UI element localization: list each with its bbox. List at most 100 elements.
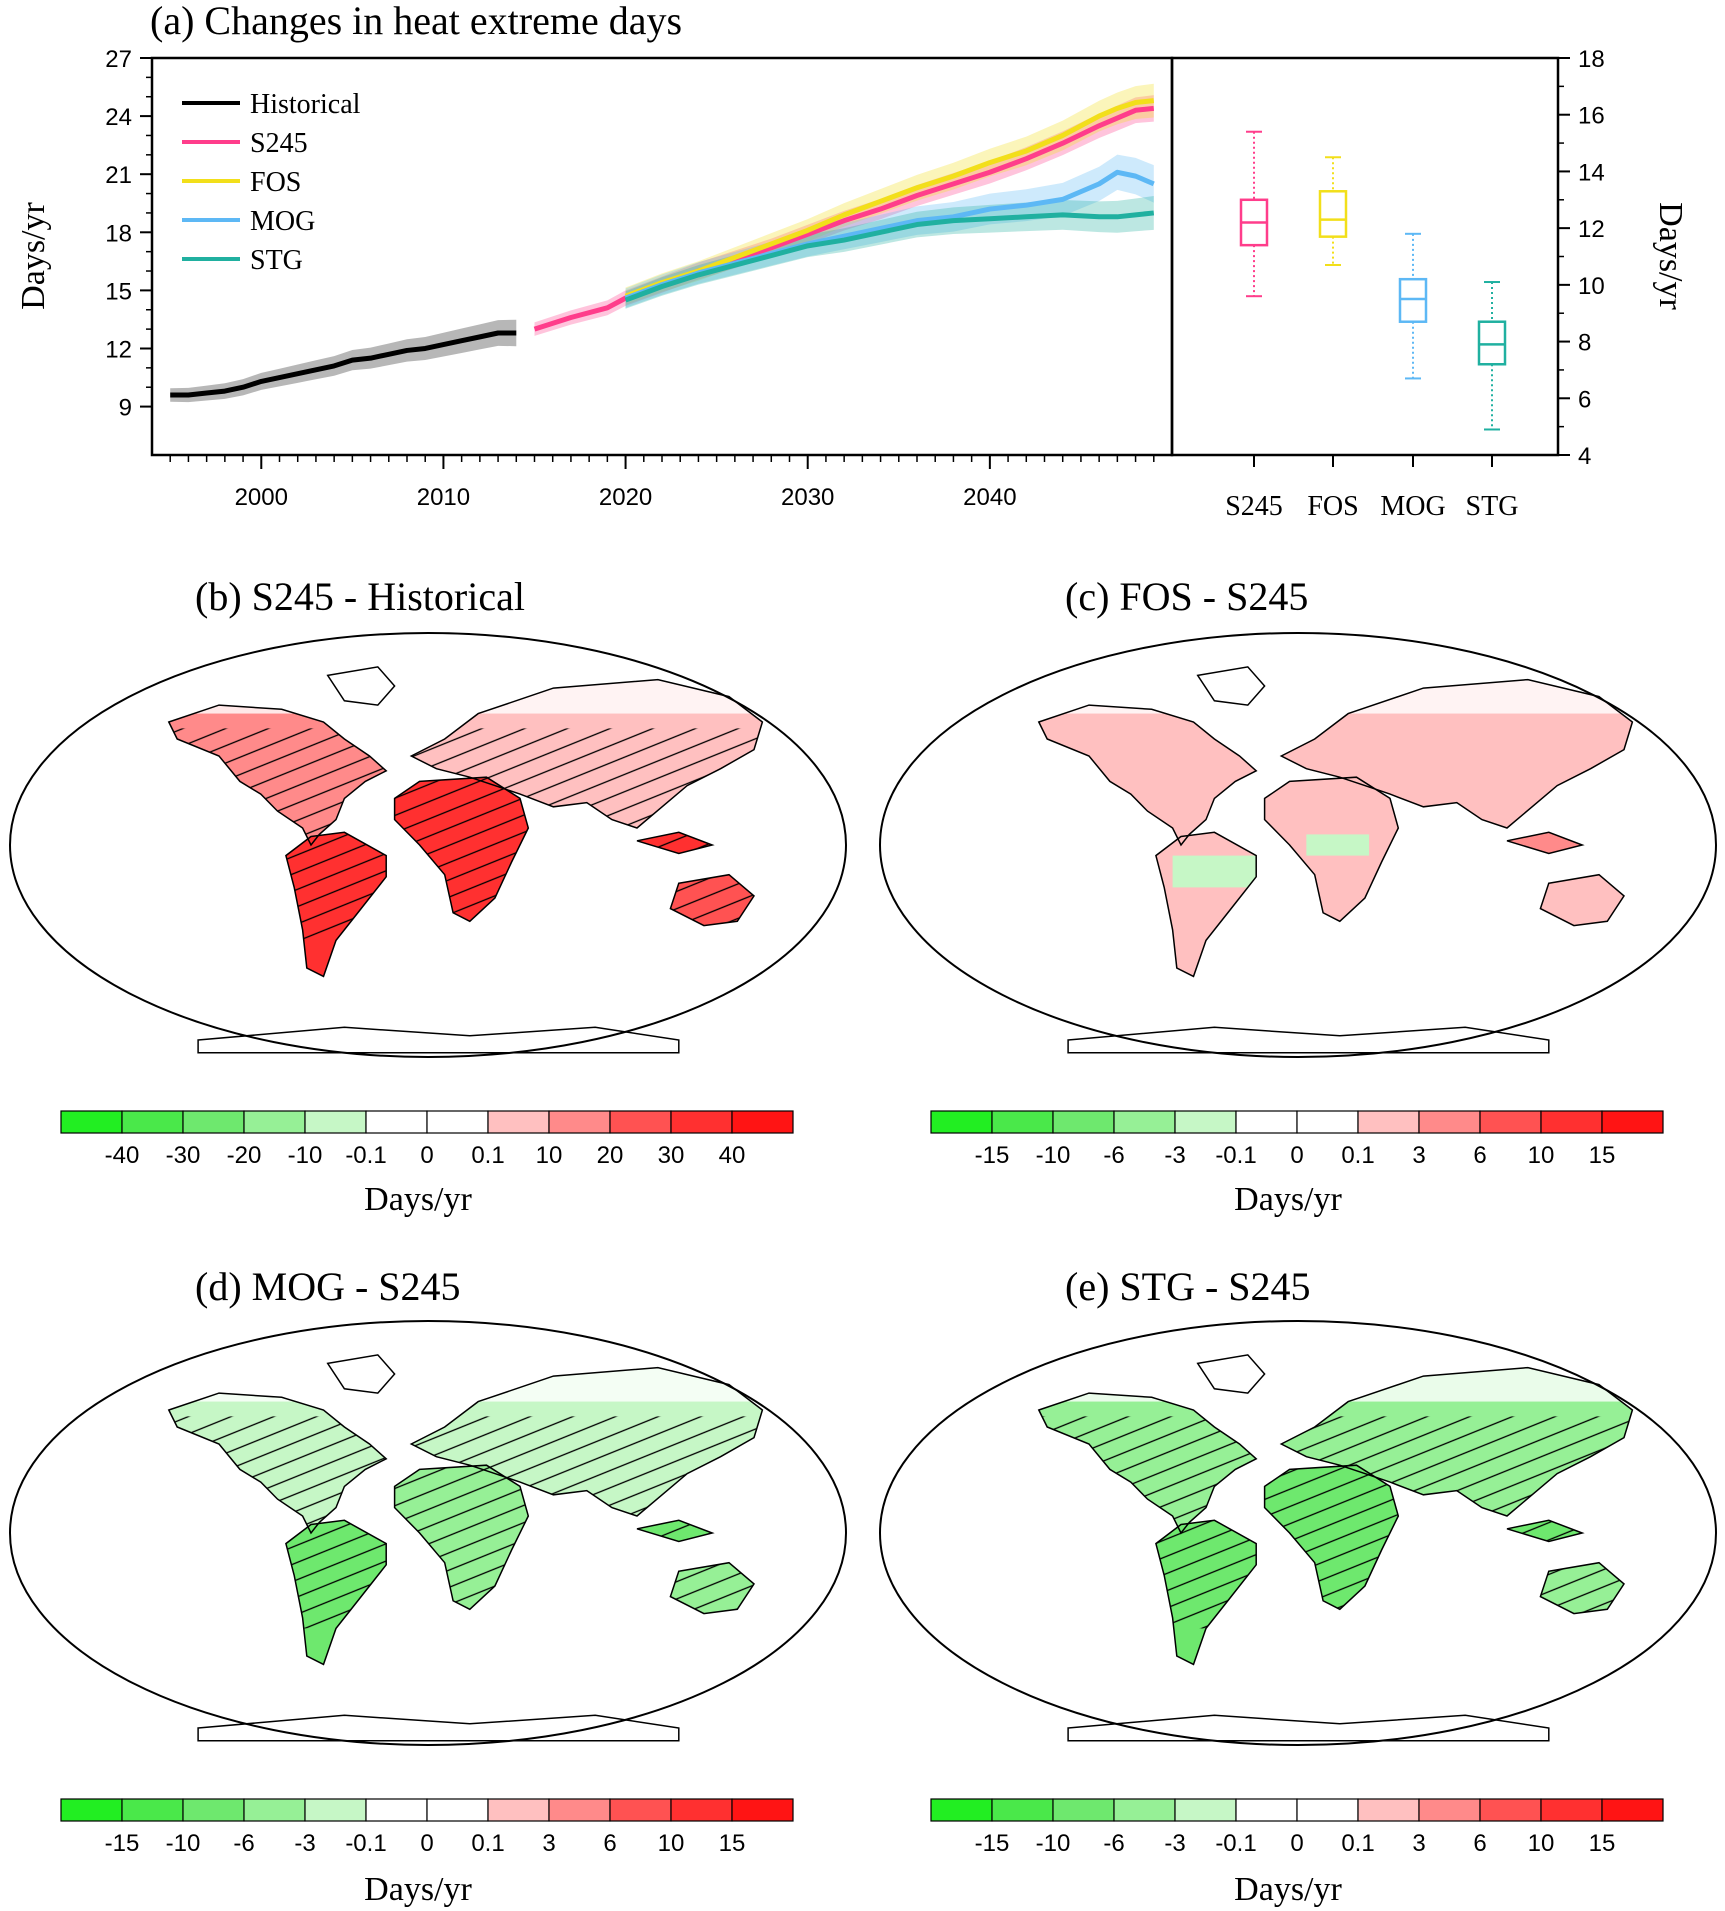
- y-tick-label: 9: [119, 395, 132, 422]
- colorbar-swatch: [365, 1110, 428, 1134]
- colorbar-swatch: [243, 1798, 306, 1822]
- box-y-tick-label: 14: [1578, 159, 1605, 186]
- colorbar-label: -15: [975, 1830, 1010, 1857]
- coastline-gl: [326, 666, 396, 706]
- high-lat-mask: [168, 1354, 763, 1402]
- region-an: [198, 1027, 679, 1053]
- coastline-af: [1263, 1464, 1400, 1611]
- coastline-an: [197, 1714, 680, 1742]
- region-eu: [1281, 679, 1633, 828]
- colorbar-label: 15: [719, 1830, 746, 1857]
- colorbar-swatch: [1174, 1110, 1237, 1134]
- significance-hatching: [168, 1416, 763, 1629]
- coastline-an: [1067, 1714, 1550, 1742]
- significance-hatching: [168, 728, 763, 941]
- box-y-tick-label: 10: [1578, 273, 1605, 300]
- colorbar-swatch: [930, 1110, 993, 1134]
- colorbar-swatch: [487, 1798, 550, 1822]
- panel-a-timeseries: 9 12 15 18 21 24 27 2000 2010 2020 2030 2040 Days/yr…: [15, 46, 1174, 511]
- coastline-sa: [1155, 831, 1257, 978]
- high-lat-mask: [1038, 1354, 1633, 1402]
- colorbar-label: 10: [536, 1142, 563, 1169]
- colorbar-label: -10: [1036, 1830, 1071, 1857]
- colorbar-label: 10: [658, 1830, 685, 1857]
- colorbar-label: 15: [1589, 1142, 1616, 1169]
- colorbar-label: -40: [105, 1142, 140, 1169]
- colorbar-swatch: [991, 1798, 1054, 1822]
- colorbar-swatch: [60, 1110, 123, 1134]
- colorbar-label: -15: [105, 1830, 140, 1857]
- colorbar-swatch: [487, 1110, 550, 1134]
- coastline-eu: [409, 678, 764, 829]
- coastline-id: [1506, 1519, 1585, 1543]
- map-fill: [168, 666, 763, 1053]
- x-tick-label: 2030: [781, 484, 834, 511]
- box-y-tick-label: 6: [1578, 386, 1591, 413]
- colorbar-swatch: [670, 1110, 733, 1134]
- box-y-axis-label: Days/yr: [1652, 202, 1689, 310]
- coastline-id: [636, 831, 715, 855]
- colorbar-swatch: [426, 1110, 489, 1134]
- map-fill: [1038, 1354, 1633, 1741]
- band-stg: [625, 196, 1154, 309]
- x-tick-label: 2040: [963, 484, 1016, 511]
- coastline-au: [669, 873, 755, 927]
- panel-c-title: (c) FOS - S245: [1065, 574, 1308, 619]
- colorbar-label: -20: [227, 1142, 262, 1169]
- series-line-stg: [624, 210, 1155, 303]
- panel-d-colorbar-unit: Days/yr: [364, 1871, 472, 1908]
- colorbar-label: -10: [1036, 1142, 1071, 1169]
- colorbar-label: 0.1: [1341, 1142, 1374, 1169]
- coastline-eu: [1279, 1366, 1634, 1517]
- colorbar-swatch: [182, 1110, 245, 1134]
- region-sa: [1155, 832, 1257, 977]
- colorbar-label: -0.1: [1215, 1142, 1256, 1169]
- coastline-au: [1539, 873, 1625, 927]
- colorbar-swatch: [304, 1798, 367, 1822]
- colorbar-swatch: [548, 1798, 611, 1822]
- coastline-au: [1539, 1561, 1625, 1615]
- region-an: [1068, 1715, 1549, 1741]
- panel-a-boxplot: 4 6 8 10 12 14 16 18 Days/yr S245 FOS MOG STG: [1170, 46, 1689, 522]
- map-border: [9, 1320, 847, 1746]
- coastline-au: [669, 1561, 755, 1615]
- y-axis-label: Days/yr: [15, 202, 52, 310]
- colorbar-label: -3: [1164, 1142, 1185, 1169]
- region-na: [1038, 705, 1257, 845]
- colorbar-label: 0.1: [1341, 1830, 1374, 1857]
- colorbar-swatch: [1357, 1798, 1420, 1822]
- coastline-an: [1067, 1026, 1550, 1054]
- colorbar-swatch: [121, 1110, 184, 1134]
- coastline-id: [1506, 831, 1585, 855]
- colorbar-swatch: [1235, 1110, 1298, 1134]
- region-an: [198, 1715, 679, 1741]
- colorbar-swatch: [1235, 1798, 1298, 1822]
- coastline-na: [1037, 1392, 1258, 1535]
- box-axis-frame: [1170, 56, 1560, 457]
- colorbar-label: -6: [233, 1830, 254, 1857]
- colorbar-swatch: [930, 1798, 993, 1822]
- colorbar-label: 6: [1473, 1830, 1486, 1857]
- box-x-tick-label: STG: [1466, 491, 1519, 522]
- panel-d-map: [9, 1320, 847, 1746]
- colorbar-label: 0: [1290, 1142, 1303, 1169]
- box-y-tick-label: 12: [1578, 216, 1605, 243]
- colorbar-label: 0: [420, 1830, 433, 1857]
- x-tick-label: 2010: [417, 484, 470, 511]
- colorbar-swatch: [1357, 1110, 1420, 1134]
- colorbar-swatch: [1601, 1110, 1664, 1134]
- coastline-id: [636, 1519, 715, 1543]
- colorbar-swatch: [1113, 1110, 1176, 1134]
- x-tick-label: 2020: [599, 484, 652, 511]
- high-lat-mask: [1038, 666, 1633, 714]
- y-tick-label: 27: [105, 46, 132, 73]
- colorbar-label: 10: [1528, 1830, 1555, 1857]
- colorbar-label: 6: [603, 1830, 616, 1857]
- colorbar-swatch: [731, 1798, 794, 1822]
- colorbar-label: 20: [597, 1142, 624, 1169]
- colorbar-label: -0.1: [345, 1142, 386, 1169]
- colorbar-swatch: [365, 1798, 428, 1822]
- colorbar-label: 30: [658, 1142, 685, 1169]
- colorbar-swatch: [426, 1798, 489, 1822]
- box-y-tick-label: 4: [1578, 443, 1591, 470]
